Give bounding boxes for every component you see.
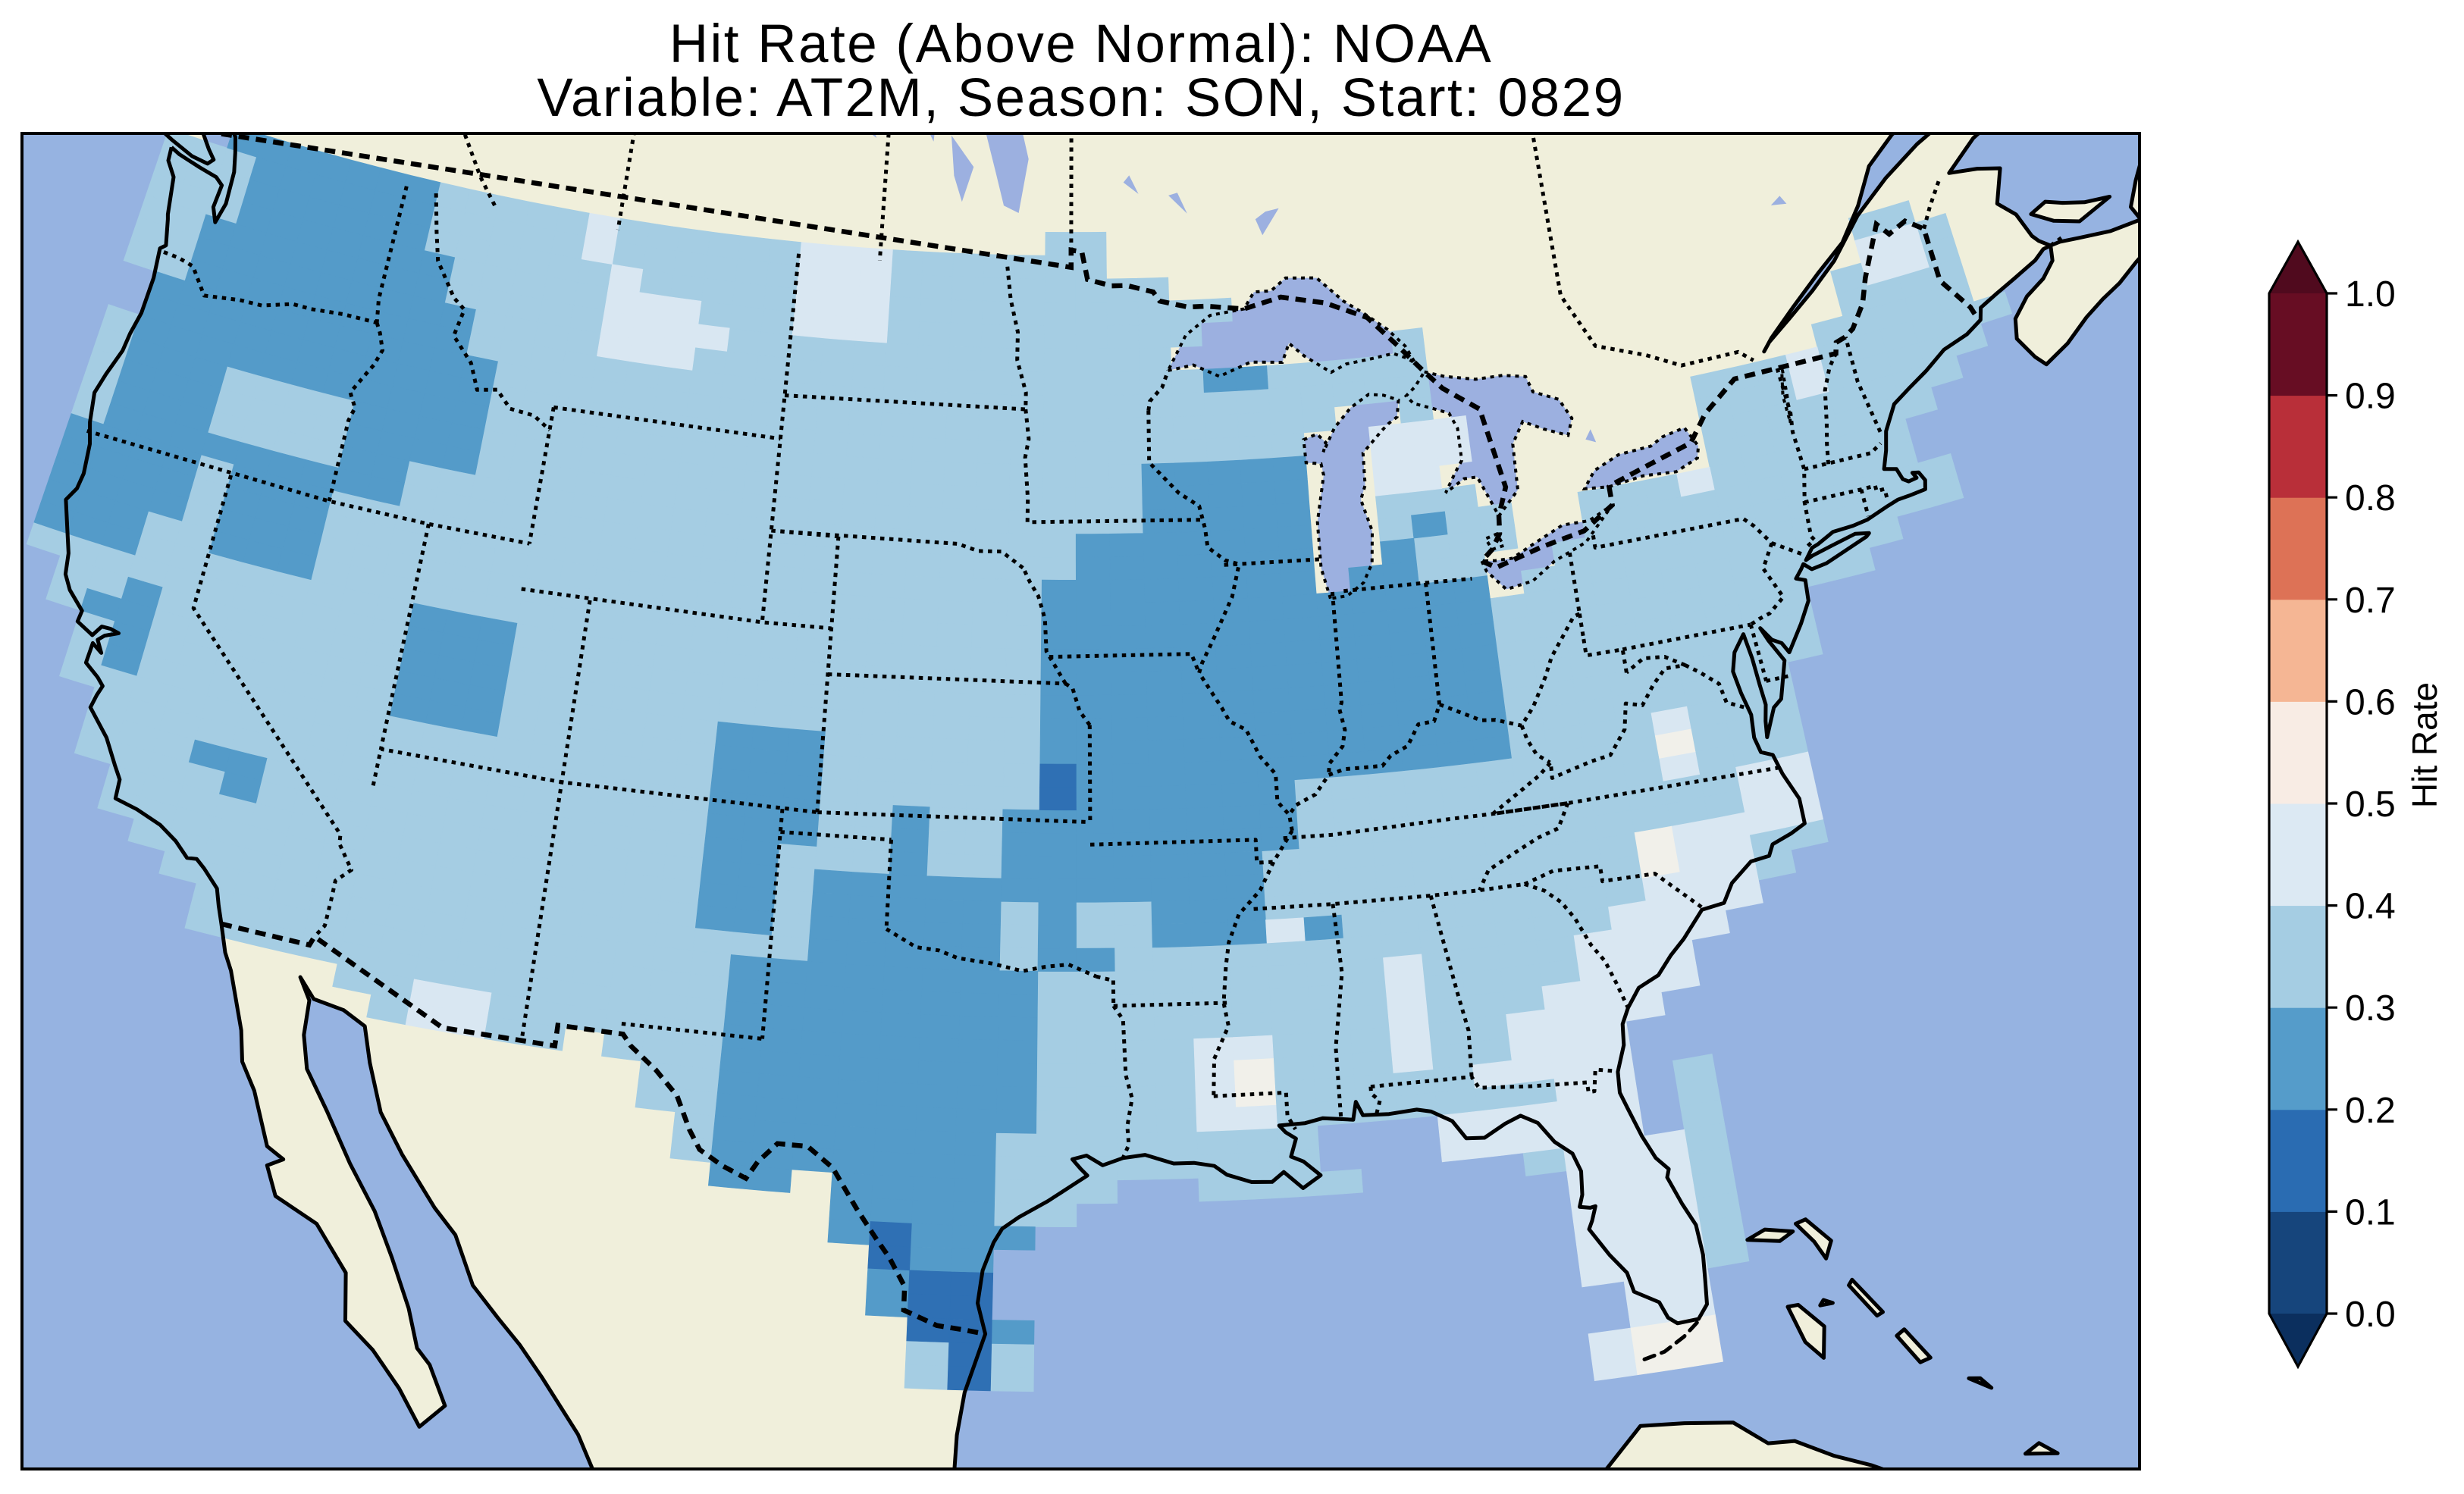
svg-text:0.2: 0.2	[2345, 1091, 2396, 1131]
svg-text:0.1: 0.1	[2345, 1192, 2396, 1232]
svg-text:0.8: 0.8	[2345, 478, 2396, 518]
svg-text:Variable: AT2M, Season: SON, S: Variable: AT2M, Season: SON, Start: 0829	[537, 68, 1625, 128]
svg-text:0.0: 0.0	[2345, 1295, 2396, 1335]
svg-text:Hit Rate: Hit Rate	[2405, 682, 2444, 808]
svg-text:0.7: 0.7	[2345, 581, 2396, 621]
svg-text:0.5: 0.5	[2345, 785, 2396, 825]
svg-text:0.3: 0.3	[2345, 988, 2396, 1029]
svg-text:1.0: 1.0	[2345, 274, 2396, 315]
svg-text:0.6: 0.6	[2345, 682, 2396, 722]
svg-text:0.4: 0.4	[2345, 887, 2396, 927]
svg-text:Hit Rate (Above Normal): NOAA: Hit Rate (Above Normal): NOAA	[669, 14, 1494, 74]
svg-text:0.9: 0.9	[2345, 377, 2396, 417]
